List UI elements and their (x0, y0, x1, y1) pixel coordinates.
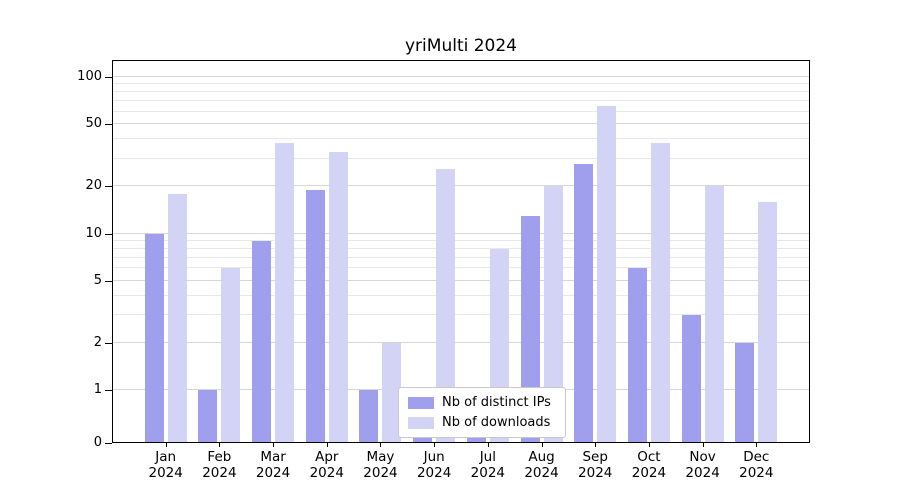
y-tick-mark-20 (105, 186, 112, 188)
gridline-minor-30 (112, 157, 810, 159)
x-tick-mark-mar (273, 443, 275, 447)
bar-downloads-dec (758, 201, 778, 443)
x-tick-mark-may (380, 443, 382, 447)
x-tick-label-jul: Jul 2024 (470, 449, 506, 482)
bar-distinct-ips-oct (627, 268, 647, 443)
y-tick-label-10: 10 (85, 225, 102, 241)
y-tick-mark-100 (105, 77, 112, 78)
y-tick-mark-5 (105, 280, 112, 282)
gridline-100 (112, 76, 810, 77)
gridline-20 (112, 185, 810, 187)
bar-downloads-jun (436, 168, 456, 443)
gridline-minor-8 (112, 247, 810, 249)
gridline-10 (112, 232, 810, 234)
y-tick-mark-1 (105, 390, 112, 391)
x-tick-mark-nov (702, 443, 704, 447)
y-tick-label-2: 2 (93, 334, 102, 350)
x-tick-label-oct: Oct 2024 (631, 449, 667, 482)
gridline-minor-7 (112, 256, 810, 258)
x-tick-label-dec: Dec 2024 (739, 449, 774, 482)
legend-item-downloads: Nb of downloads (408, 415, 551, 430)
x-tick-label-may: May 2024 (363, 449, 398, 482)
x-tick-label-jun: Jun 2024 (416, 449, 452, 482)
y-tick-label-0: 0 (93, 435, 102, 450)
y-tick-mark-2 (105, 342, 112, 344)
y-tick-mark-0 (105, 443, 112, 444)
x-tick-label-aug: Aug 2024 (524, 449, 559, 482)
gridline-minor-40 (112, 138, 810, 140)
bar-distinct-ips-sep (574, 163, 594, 443)
bar-distinct-ips-may (359, 390, 379, 443)
bar-downloads-jan (167, 193, 187, 443)
bar-downloads-sep (597, 106, 617, 443)
bar-downloads-aug (543, 186, 563, 443)
y-tick-mark-50 (105, 124, 112, 126)
bar-distinct-ips-apr (305, 189, 325, 443)
y-tick-label-1: 1 (93, 382, 102, 397)
x-tick-mark-jul (487, 443, 489, 447)
gridline-minor-4 (112, 294, 810, 296)
gridline-5 (112, 279, 810, 281)
legend-label-downloads: Nb of downloads (442, 415, 551, 430)
gridline-minor-80 (112, 91, 810, 93)
legend: Nb of distinct IPs Nb of downloads (398, 387, 566, 438)
y-tick-label-20: 20 (85, 178, 102, 194)
x-tick-label-jan: Jan 2024 (148, 449, 183, 482)
plot-area: Nb of distinct IPs Nb of downloads (112, 60, 810, 443)
x-tick-mark-jan (165, 443, 167, 447)
x-tick-label-nov: Nov 2024 (685, 449, 720, 482)
gridline-50 (112, 123, 810, 125)
gridline-minor-60 (112, 110, 810, 112)
bar-downloads-feb (221, 268, 241, 443)
gridline-minor-70 (112, 100, 810, 102)
bar-downloads-oct (650, 142, 670, 443)
legend-item-distinct-ips: Nb of distinct IPs (408, 395, 551, 410)
bar-distinct-ips-jan (144, 233, 164, 443)
x-tick-mark-aug (541, 443, 543, 447)
y-tick-label-5: 5 (93, 272, 102, 288)
gridline-minor-3 (112, 314, 810, 316)
legend-swatch-downloads (408, 416, 434, 429)
x-tick-mark-apr (326, 443, 328, 447)
gridline-2 (112, 341, 810, 343)
gridline-minor-90 (112, 83, 810, 85)
x-tick-mark-feb (219, 443, 221, 447)
x-tick-mark-sep (595, 443, 597, 447)
y-tick-mark-10 (105, 233, 112, 235)
bar-downloads-apr (328, 152, 348, 443)
x-tick-label-mar: Mar 2024 (255, 449, 291, 482)
chart-title: yriMulti 2024 (405, 36, 517, 56)
bar-distinct-ips-aug (520, 215, 540, 443)
x-tick-mark-jun (434, 443, 436, 447)
x-tick-label-feb: Feb 2024 (202, 449, 237, 482)
y-tick-label-100: 100 (77, 69, 102, 84)
x-tick-mark-oct (648, 443, 650, 447)
y-tick-label-50: 50 (85, 116, 102, 132)
bar-distinct-ips-feb (198, 390, 218, 443)
legend-swatch-distinct-ips (408, 396, 434, 409)
bar-downloads-mar (275, 142, 295, 443)
bar-distinct-ips-dec (735, 342, 755, 443)
x-tick-label-sep: Sep 2024 (578, 449, 613, 482)
bar-distinct-ips-mar (252, 240, 272, 443)
bar-distinct-ips-nov (681, 315, 701, 443)
legend-label-distinct-ips: Nb of distinct IPs (442, 395, 551, 410)
bar-downloads-nov (704, 186, 724, 443)
gridline-minor-9 (112, 239, 810, 241)
gridline-minor-6 (112, 267, 810, 269)
x-tick-mark-dec (756, 443, 758, 447)
x-tick-label-apr: Apr 2024 (309, 449, 344, 482)
bar-downloads-may (382, 342, 402, 443)
